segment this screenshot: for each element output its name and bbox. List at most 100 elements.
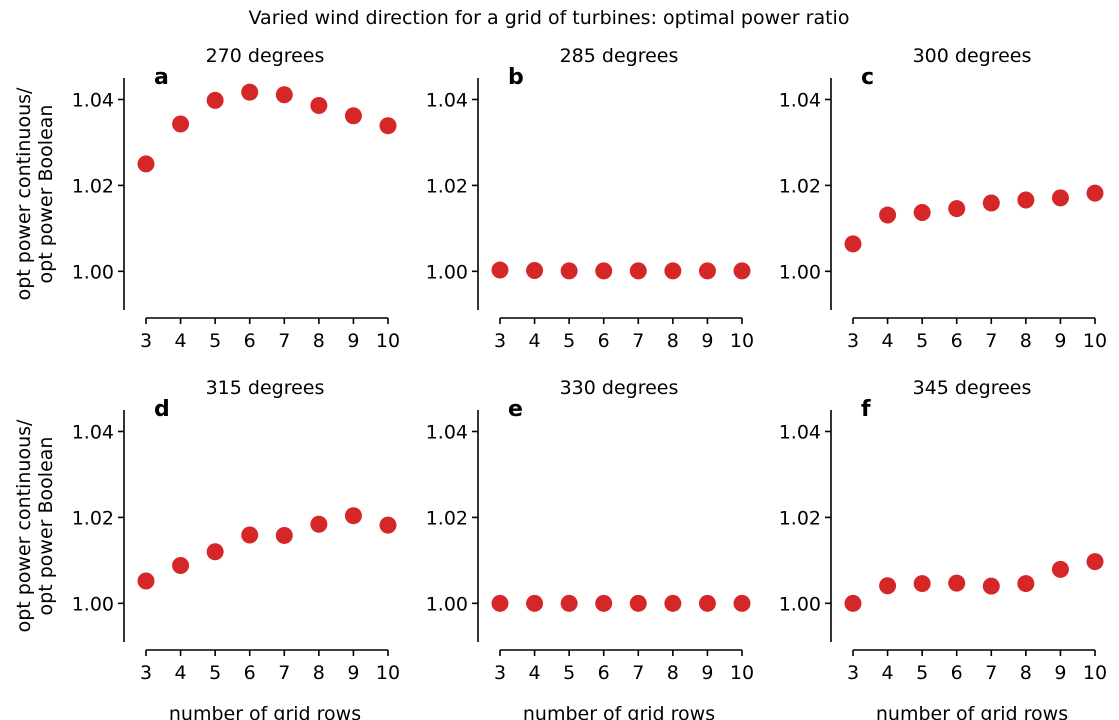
x-tick-label: 6 (951, 330, 963, 352)
x-tick-label: 7 (278, 330, 290, 352)
y-tick-label: 1.04 (72, 421, 114, 443)
panel-title: 315 degrees (206, 377, 325, 399)
panel-letter: c (861, 65, 874, 90)
data-point (491, 261, 509, 279)
panel-c: 1.00 1.02 1.04 3 4 5 6 7 8 9 10 300 degrees c (779, 45, 1107, 352)
x-tick-label: 7 (278, 662, 290, 684)
x-tick-label: 9 (701, 330, 713, 352)
x-tick-label: 5 (209, 330, 221, 352)
data-point (241, 526, 259, 544)
data-point (526, 594, 544, 612)
y-tick-label: 1.00 (72, 593, 114, 615)
x-tick-label: 6 (951, 662, 963, 684)
panel-b: 1.00 1.02 1.04 3 4 5 6 7 8 9 10 285 degrees b (426, 45, 754, 352)
panel-letter: f (861, 397, 871, 422)
data-point (595, 594, 613, 612)
panel-title: 345 degrees (913, 377, 1032, 399)
x-tick-label: 5 (916, 662, 928, 684)
x-tick-label: 7 (985, 662, 997, 684)
panel-letter: e (508, 397, 523, 422)
x-tick-label: 3 (140, 330, 152, 352)
data-point (982, 194, 1000, 212)
x-tick-label: 5 (563, 330, 575, 352)
panel-a: 1.00 1.02 1.04 3 4 5 6 7 8 9 10 270 degrees a opt pow… (13, 45, 400, 352)
x-tick-label: 9 (701, 662, 713, 684)
data-point (629, 594, 647, 612)
panel-letter: a (154, 65, 169, 90)
data-point (1086, 553, 1104, 571)
x-tick-label: 8 (667, 662, 679, 684)
x-tick-label: 3 (494, 662, 506, 684)
data-point (1051, 189, 1069, 207)
x-tick-label: 9 (1054, 662, 1066, 684)
data-point (137, 572, 155, 590)
x-tick-label: 6 (598, 330, 610, 352)
y-tick-label: 1.04 (426, 421, 468, 443)
y-tick-label: 1.00 (72, 261, 114, 283)
x-tick-label: 10 (376, 662, 400, 684)
data-point (629, 262, 647, 280)
x-axis-label: number of grid rows (169, 703, 361, 720)
x-axis-label: number of grid rows (523, 703, 715, 720)
data-point (733, 262, 751, 280)
y-axis-label: opt power continuous/opt power Boolean (13, 87, 57, 300)
y-tick-label: 1.04 (779, 89, 821, 111)
data-point (1017, 575, 1035, 593)
y-tick-label: 1.02 (72, 507, 114, 529)
data-point (137, 155, 155, 173)
data-point (733, 594, 751, 612)
y-tick-label: 1.00 (426, 261, 468, 283)
x-tick-label: 3 (140, 662, 152, 684)
data-point (844, 594, 862, 612)
x-tick-label: 4 (175, 662, 187, 684)
panel-title: 330 degrees (560, 377, 679, 399)
x-tick-label: 6 (244, 662, 256, 684)
x-tick-label: 3 (847, 662, 859, 684)
x-tick-label: 5 (563, 662, 575, 684)
data-point (379, 117, 397, 135)
x-tick-label: 3 (847, 330, 859, 352)
data-point (172, 557, 190, 575)
x-tick-label: 5 (916, 330, 928, 352)
x-tick-label: 8 (667, 330, 679, 352)
x-tick-label: 4 (529, 330, 541, 352)
x-tick-label: 6 (244, 330, 256, 352)
data-point (664, 594, 682, 612)
x-tick-label: 8 (313, 330, 325, 352)
x-tick-label: 8 (1020, 662, 1032, 684)
x-tick-label: 10 (376, 330, 400, 352)
data-point (698, 594, 716, 612)
data-point (560, 594, 578, 612)
y-tick-label: 1.02 (72, 175, 114, 197)
y-tick-label: 1.02 (779, 175, 821, 197)
x-tick-label: 5 (209, 662, 221, 684)
data-point (206, 543, 224, 561)
y-axis-label: opt power continuous/opt power Boolean (13, 419, 57, 632)
data-point (526, 261, 544, 279)
x-tick-label: 4 (529, 662, 541, 684)
y-tick-label: 1.02 (426, 175, 468, 197)
data-point (913, 203, 931, 221)
data-point (844, 235, 862, 253)
x-axis-label: number of grid rows (876, 703, 1068, 720)
x-tick-label: 4 (882, 662, 894, 684)
data-point (948, 200, 966, 218)
data-point (879, 577, 897, 595)
x-tick-label: 7 (632, 330, 644, 352)
data-point (344, 107, 362, 125)
x-tick-label: 9 (347, 330, 359, 352)
y-tick-label: 1.02 (426, 507, 468, 529)
x-tick-label: 7 (985, 330, 997, 352)
y-tick-label: 1.04 (72, 89, 114, 111)
data-point (379, 516, 397, 534)
x-tick-label: 3 (494, 330, 506, 352)
data-point (948, 574, 966, 592)
panel-title: 285 degrees (560, 45, 679, 67)
data-point (310, 96, 328, 114)
data-point (1086, 184, 1104, 202)
data-point (491, 594, 509, 612)
data-point (595, 262, 613, 280)
y-tick-label: 1.04 (426, 89, 468, 111)
panel-e: 1.00 1.02 1.04 3 4 5 6 7 8 9 10 330 degrees e number … (426, 377, 754, 720)
y-tick-label: 1.02 (779, 507, 821, 529)
